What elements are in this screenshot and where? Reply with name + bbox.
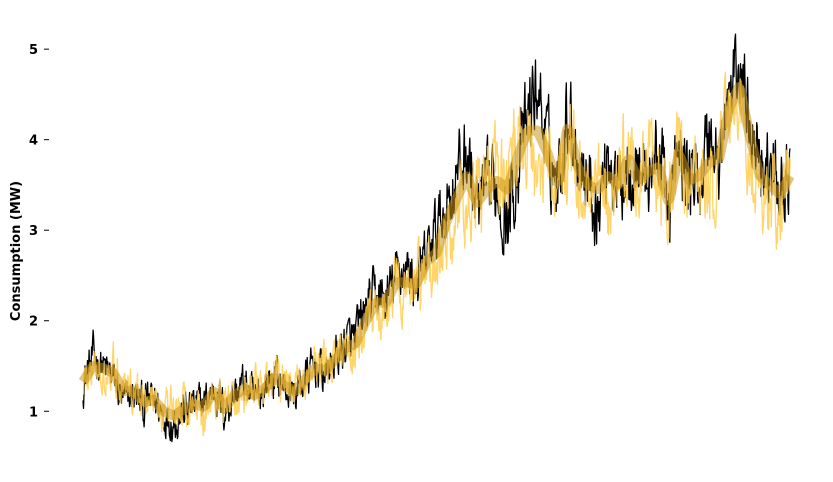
y-tick-label: 3 <box>29 224 38 239</box>
series-overlap-band <box>78 82 795 421</box>
y-axis-label: Consumption (MW) <box>9 181 24 321</box>
series-layer <box>78 33 795 443</box>
y-tick-label: 1 <box>29 405 38 420</box>
y-axis: 1 2 3 4 5 <box>29 43 49 420</box>
y-tick-label: 4 <box>29 134 38 149</box>
y-tick-label: 5 <box>29 43 38 58</box>
y-tick-label: 2 <box>29 315 38 330</box>
